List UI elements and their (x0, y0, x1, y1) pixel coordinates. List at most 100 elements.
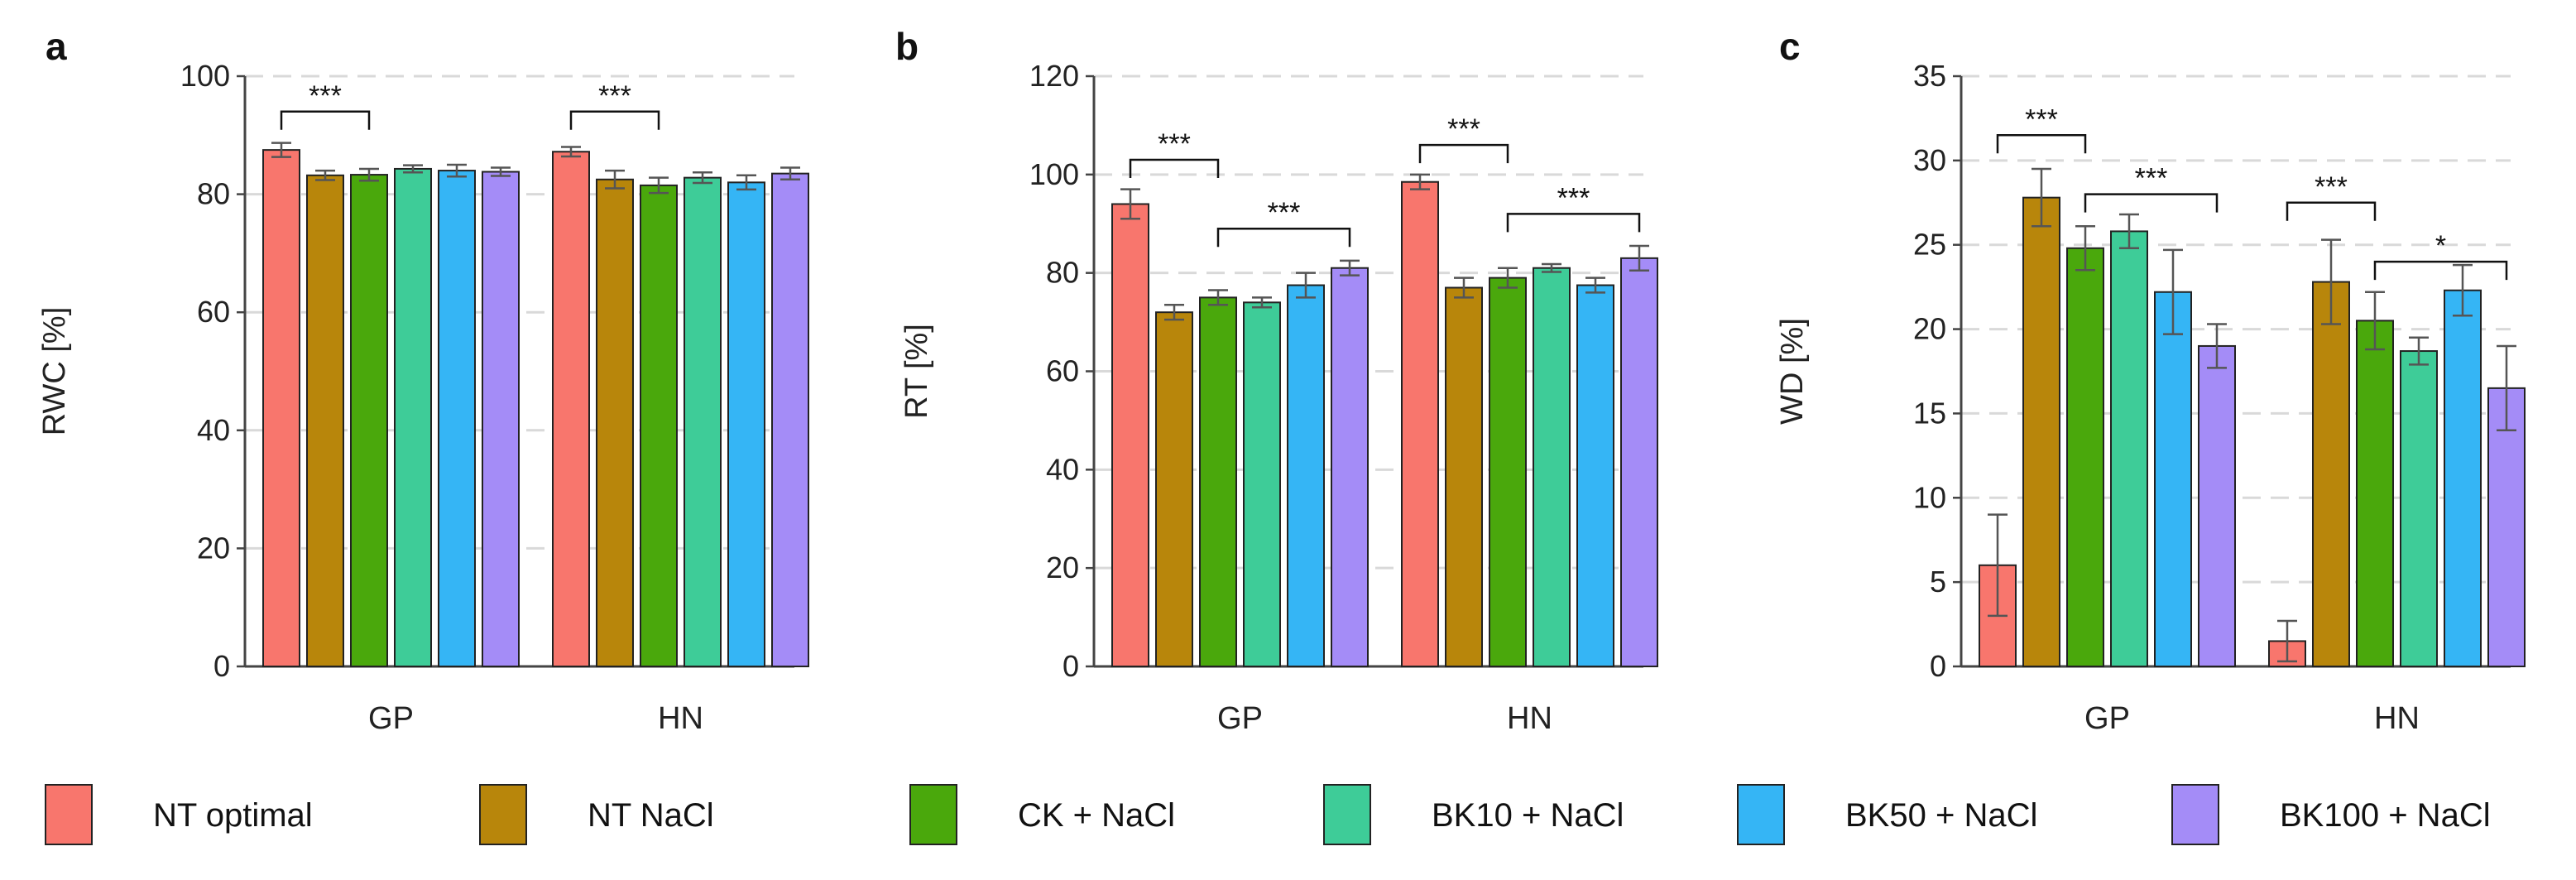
bar-hn-nt-optimal (552, 151, 590, 668)
bar-gp-bk10-nacl (1243, 301, 1281, 667)
bar-gp-bk100-nacl (2198, 344, 2236, 667)
bar-hn-bk100-nacl (771, 172, 809, 667)
significance-bracket (1216, 227, 1351, 248)
y-tick-label: 40 (197, 413, 230, 447)
x-category-label: GP (1217, 701, 1263, 736)
legend-swatch-ck-nacl (909, 784, 957, 845)
bar-gp-bk50-nacl (2154, 291, 2192, 667)
significance-label: *** (1268, 197, 1301, 228)
y-tick-label: 35 (1913, 59, 1946, 93)
y-tick-label: 20 (1046, 551, 1079, 584)
significance-label: *** (598, 80, 631, 112)
bar-hn-nt-nacl (1445, 286, 1483, 667)
significance-label: * (2435, 230, 2446, 262)
bar-hn-ck-nacl (1489, 277, 1527, 667)
bar-gp-bk100-nacl (482, 171, 520, 668)
x-category-label: GP (368, 701, 414, 736)
y-tick-label: 20 (1913, 312, 1946, 346)
y-tick-label: 15 (1913, 396, 1946, 430)
bar-hn-bk10-nacl (684, 176, 722, 668)
significance-label: *** (2315, 171, 2348, 203)
bar-gp-bk10-nacl (394, 167, 432, 668)
bar-hn-nt-nacl (2312, 281, 2350, 667)
bar-gp-nt-nacl (1155, 311, 1193, 667)
y-axis-title: WD [%] (1775, 318, 1810, 425)
legend-label-bk10-nacl: BK10 + NaCl (1432, 797, 1624, 834)
significance-label: *** (1447, 113, 1480, 145)
bar-gp-ck-nacl (1199, 296, 1237, 667)
bar-gp-ck-nacl (350, 174, 388, 668)
legend-swatch-bk10-nacl (1323, 784, 1371, 845)
bar-gp-ck-nacl (2066, 247, 2104, 667)
x-category-label: HN (658, 701, 703, 736)
significance-bracket (1418, 143, 1509, 164)
significance-bracket (2286, 201, 2377, 221)
bar-gp-nt-nacl (2022, 196, 2060, 668)
significance-bracket (569, 110, 660, 130)
y-tick-label: 0 (213, 649, 230, 683)
panel-b: b 0 20 40 60 80 100 120 RT [%] GP HN *** *** *** *** (895, 25, 1658, 736)
bar-hn-nt-optimal (1401, 180, 1439, 667)
bar-gp-bk10-nacl (2110, 230, 2148, 668)
legend-label-nt-optimal: NT optimal (153, 797, 313, 834)
significance-bracket (1506, 213, 1641, 233)
legend-swatch-nt-nacl (479, 784, 527, 845)
y-tick-label: 60 (1046, 354, 1079, 388)
legend-swatch-bk50-nacl (1737, 784, 1785, 845)
legend-label-nt-nacl: NT NaCl (588, 797, 714, 834)
significance-label: *** (2135, 163, 2168, 195)
bar-hn-ck-nacl (2356, 320, 2394, 667)
significance-label: *** (1557, 182, 1590, 214)
panel-letter: b (895, 25, 919, 68)
y-axis-title: RT [%] (899, 324, 934, 419)
bar-hn-bk10-nacl (1533, 267, 1571, 667)
y-tick-label: 100 (180, 59, 230, 93)
y-tick-label: 60 (197, 295, 230, 329)
bar-gp-bk50-nacl (1287, 284, 1325, 667)
significance-bracket (2373, 260, 2508, 281)
y-tick-label: 30 (1913, 143, 1946, 177)
significance-bracket (280, 110, 371, 130)
y-tick-label: 100 (1029, 157, 1079, 191)
y-tick-label: 20 (197, 531, 230, 565)
y-tick-label: 25 (1913, 228, 1946, 262)
panel-a: a 0 20 40 60 80 100 RWC [%] GP HN *** *** (37, 25, 809, 736)
panel-letter: c (1779, 25, 1801, 68)
y-tick-label: 5 (1930, 565, 1946, 599)
y-tick-label: 10 (1913, 480, 1946, 514)
y-tick-label: 80 (1046, 256, 1079, 290)
legend-label-bk50-nacl: BK50 + NaCl (1845, 797, 2037, 834)
bar-gp-bk100-nacl (1331, 267, 1369, 667)
panel-letter: a (46, 25, 67, 68)
bar-hn-nt-nacl (596, 178, 634, 667)
legend-swatch-nt-optimal (45, 784, 93, 845)
x-category-label: HN (2374, 701, 2420, 736)
legend: NT optimal NT NaCl CK + NaCl BK10 + NaCl BK5… (45, 784, 2491, 845)
bar-hn-ck-nacl (640, 184, 678, 667)
significance-bracket (1996, 134, 2087, 154)
significance-bracket (2084, 193, 2219, 213)
significance-label: *** (309, 80, 342, 112)
y-tick-label: 0 (1930, 649, 1946, 683)
significance-label: *** (1158, 128, 1191, 160)
bar-hn-bk50-nacl (1576, 284, 1614, 667)
y-tick-label: 80 (197, 177, 230, 211)
y-tick-label: 40 (1046, 452, 1079, 486)
bar-gp-nt-optimal (262, 149, 300, 667)
bar-hn-bk100-nacl (1620, 257, 1658, 667)
bar-hn-bk10-nacl (2400, 350, 2438, 667)
y-tick-label: 0 (1063, 649, 1079, 683)
bar-gp-nt-optimal (1111, 203, 1149, 667)
legend-label-ck-nacl: CK + NaCl (1018, 797, 1175, 834)
significance-bracket (1129, 158, 1220, 179)
significance-label: *** (2025, 103, 2058, 135)
y-axis-title: RWC [%] (37, 307, 72, 436)
legend-label-bk100-nacl: BK100 + NaCl (2280, 797, 2491, 834)
bar-hn-bk50-nacl (2444, 289, 2482, 667)
x-category-label: HN (1507, 701, 1552, 736)
bar-gp-bk50-nacl (438, 170, 476, 667)
x-category-label: GP (2084, 701, 2130, 736)
y-tick-label: 120 (1029, 59, 1079, 93)
legend-swatch-bk100-nacl (2171, 784, 2219, 845)
